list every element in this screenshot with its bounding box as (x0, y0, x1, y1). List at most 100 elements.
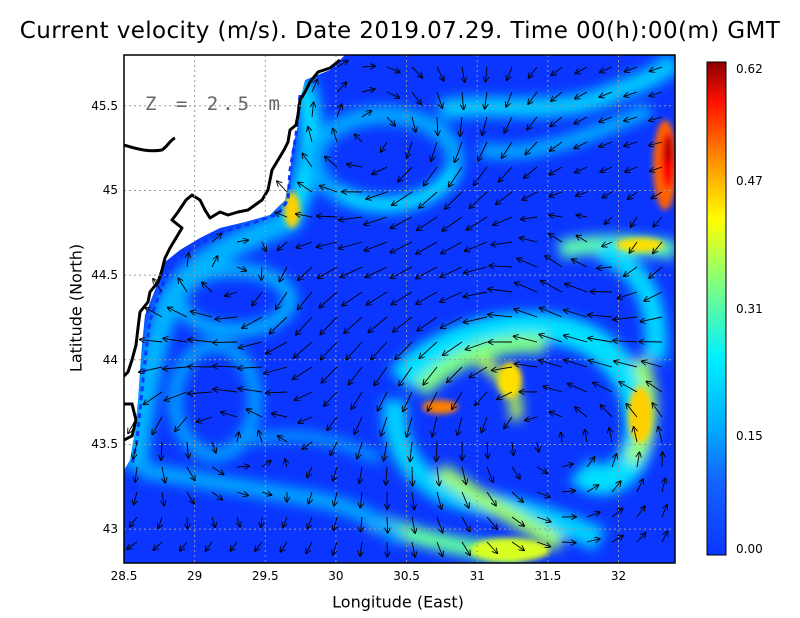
velocity-arrow (322, 366, 338, 383)
velocity-arrow (650, 166, 663, 171)
velocity-arrow (649, 91, 663, 96)
velocity-arrow (419, 341, 438, 358)
velocity-arrow (575, 91, 588, 99)
velocity-arrow (624, 91, 638, 96)
x-tick-label: 29 (187, 569, 203, 583)
velocity-arrow (514, 309, 538, 318)
velocity-arrow (649, 142, 663, 146)
velocity-arrow (437, 466, 439, 485)
x-tick-label: 31.5 (534, 569, 562, 583)
velocity-arrow (364, 216, 388, 225)
velocity-arrow (462, 91, 464, 109)
velocity-arrow (367, 291, 388, 305)
velocity-arrow (307, 466, 313, 477)
velocity-arrow (662, 479, 665, 493)
velocity-arrow (597, 267, 613, 268)
velocity-arrow (359, 466, 362, 483)
velocity-arrow (188, 392, 213, 394)
velocity-arrow (187, 253, 189, 268)
colorbar-tick-label: 0.62 (736, 62, 763, 76)
velocity-arrow (539, 360, 563, 368)
velocity-arrow (443, 341, 463, 355)
velocity-arrow (298, 183, 313, 193)
velocity-arrow (211, 466, 224, 474)
velocity-arrow (502, 141, 513, 158)
velocity-arrow (403, 391, 413, 411)
velocity-arrow (407, 141, 413, 158)
velocity-arrow (568, 384, 588, 393)
velocity-arrow (599, 116, 613, 122)
velocity-arrow (437, 116, 438, 135)
velocity-arrow (504, 416, 513, 428)
velocity-arrow (133, 441, 138, 459)
velocity-arrow (574, 141, 588, 148)
velocity-arrow (661, 532, 667, 543)
velocity-arrow (347, 164, 363, 167)
velocity-arrow (624, 141, 638, 146)
velocity-arrow (238, 389, 263, 393)
velocity-arrow (387, 516, 388, 533)
x-tick-label: 30.5 (393, 569, 420, 583)
velocity-arrow (175, 416, 188, 431)
velocity-arrow (551, 91, 563, 101)
velocity-arrow (440, 266, 463, 277)
velocity-arrow (381, 416, 388, 436)
velocity-arrow (272, 414, 288, 418)
velocity-arrow (526, 141, 538, 154)
velocity-arrow (545, 256, 563, 268)
velocity-arrow (441, 316, 463, 328)
velocity-arrow (512, 441, 513, 455)
velocity-arrow (303, 441, 313, 449)
velocity-arrow (344, 316, 363, 333)
velocity-arrow (366, 191, 388, 199)
velocity-arrow (466, 341, 488, 350)
velocity-arrow (506, 91, 513, 107)
velocity-arrow (386, 66, 400, 72)
velocity-arrow (320, 316, 338, 334)
velocity-arrow (317, 216, 338, 217)
velocity-arrow (298, 416, 313, 423)
velocity-arrow (605, 216, 613, 224)
velocity-arrow (416, 266, 438, 278)
velocity-arrow (642, 361, 663, 368)
velocity-arrow (525, 417, 538, 420)
velocity-arrow (449, 166, 463, 187)
velocity-arrow (561, 491, 575, 492)
velocity-arrow (462, 66, 465, 82)
velocity-arrow (457, 416, 463, 435)
velocity-arrow (517, 259, 538, 268)
velocity-arrow (626, 404, 638, 418)
velocity-arrow (261, 516, 262, 527)
velocity-arrow (261, 266, 262, 280)
velocity-arrow (412, 516, 415, 533)
velocity-arrow (163, 367, 188, 369)
velocity-arrow (165, 391, 188, 400)
velocity-arrow (277, 181, 288, 193)
velocity-arrow (225, 292, 238, 296)
velocity-arrow (419, 191, 438, 208)
velocity-arrow (294, 341, 313, 358)
velocity-arrow (489, 266, 513, 267)
velocity-arrow (440, 291, 463, 302)
velocity-arrow (386, 466, 387, 485)
velocity-arrow (539, 334, 563, 343)
velocity-arrow (264, 366, 288, 374)
velocity-arrow (561, 464, 573, 467)
velocity-arrow (564, 310, 588, 318)
velocity-arrow (211, 234, 222, 243)
velocity-arrow (521, 217, 538, 219)
velocity-arrow (279, 266, 288, 281)
velocity-arrow (493, 216, 513, 225)
velocity-arrow (276, 291, 288, 309)
velocity-arrow (398, 166, 413, 181)
velocity-arrow (536, 541, 550, 547)
velocity-arrow (636, 533, 645, 543)
velocity-arrow (202, 283, 213, 293)
velocity-arrow (161, 441, 162, 460)
velocity-arrow (575, 407, 588, 418)
velocity-arrow (180, 541, 188, 551)
velocity-arrow (324, 391, 338, 406)
velocity-arrow (361, 111, 371, 118)
velocity-arrow (461, 491, 469, 508)
velocity-arrow (197, 416, 213, 422)
